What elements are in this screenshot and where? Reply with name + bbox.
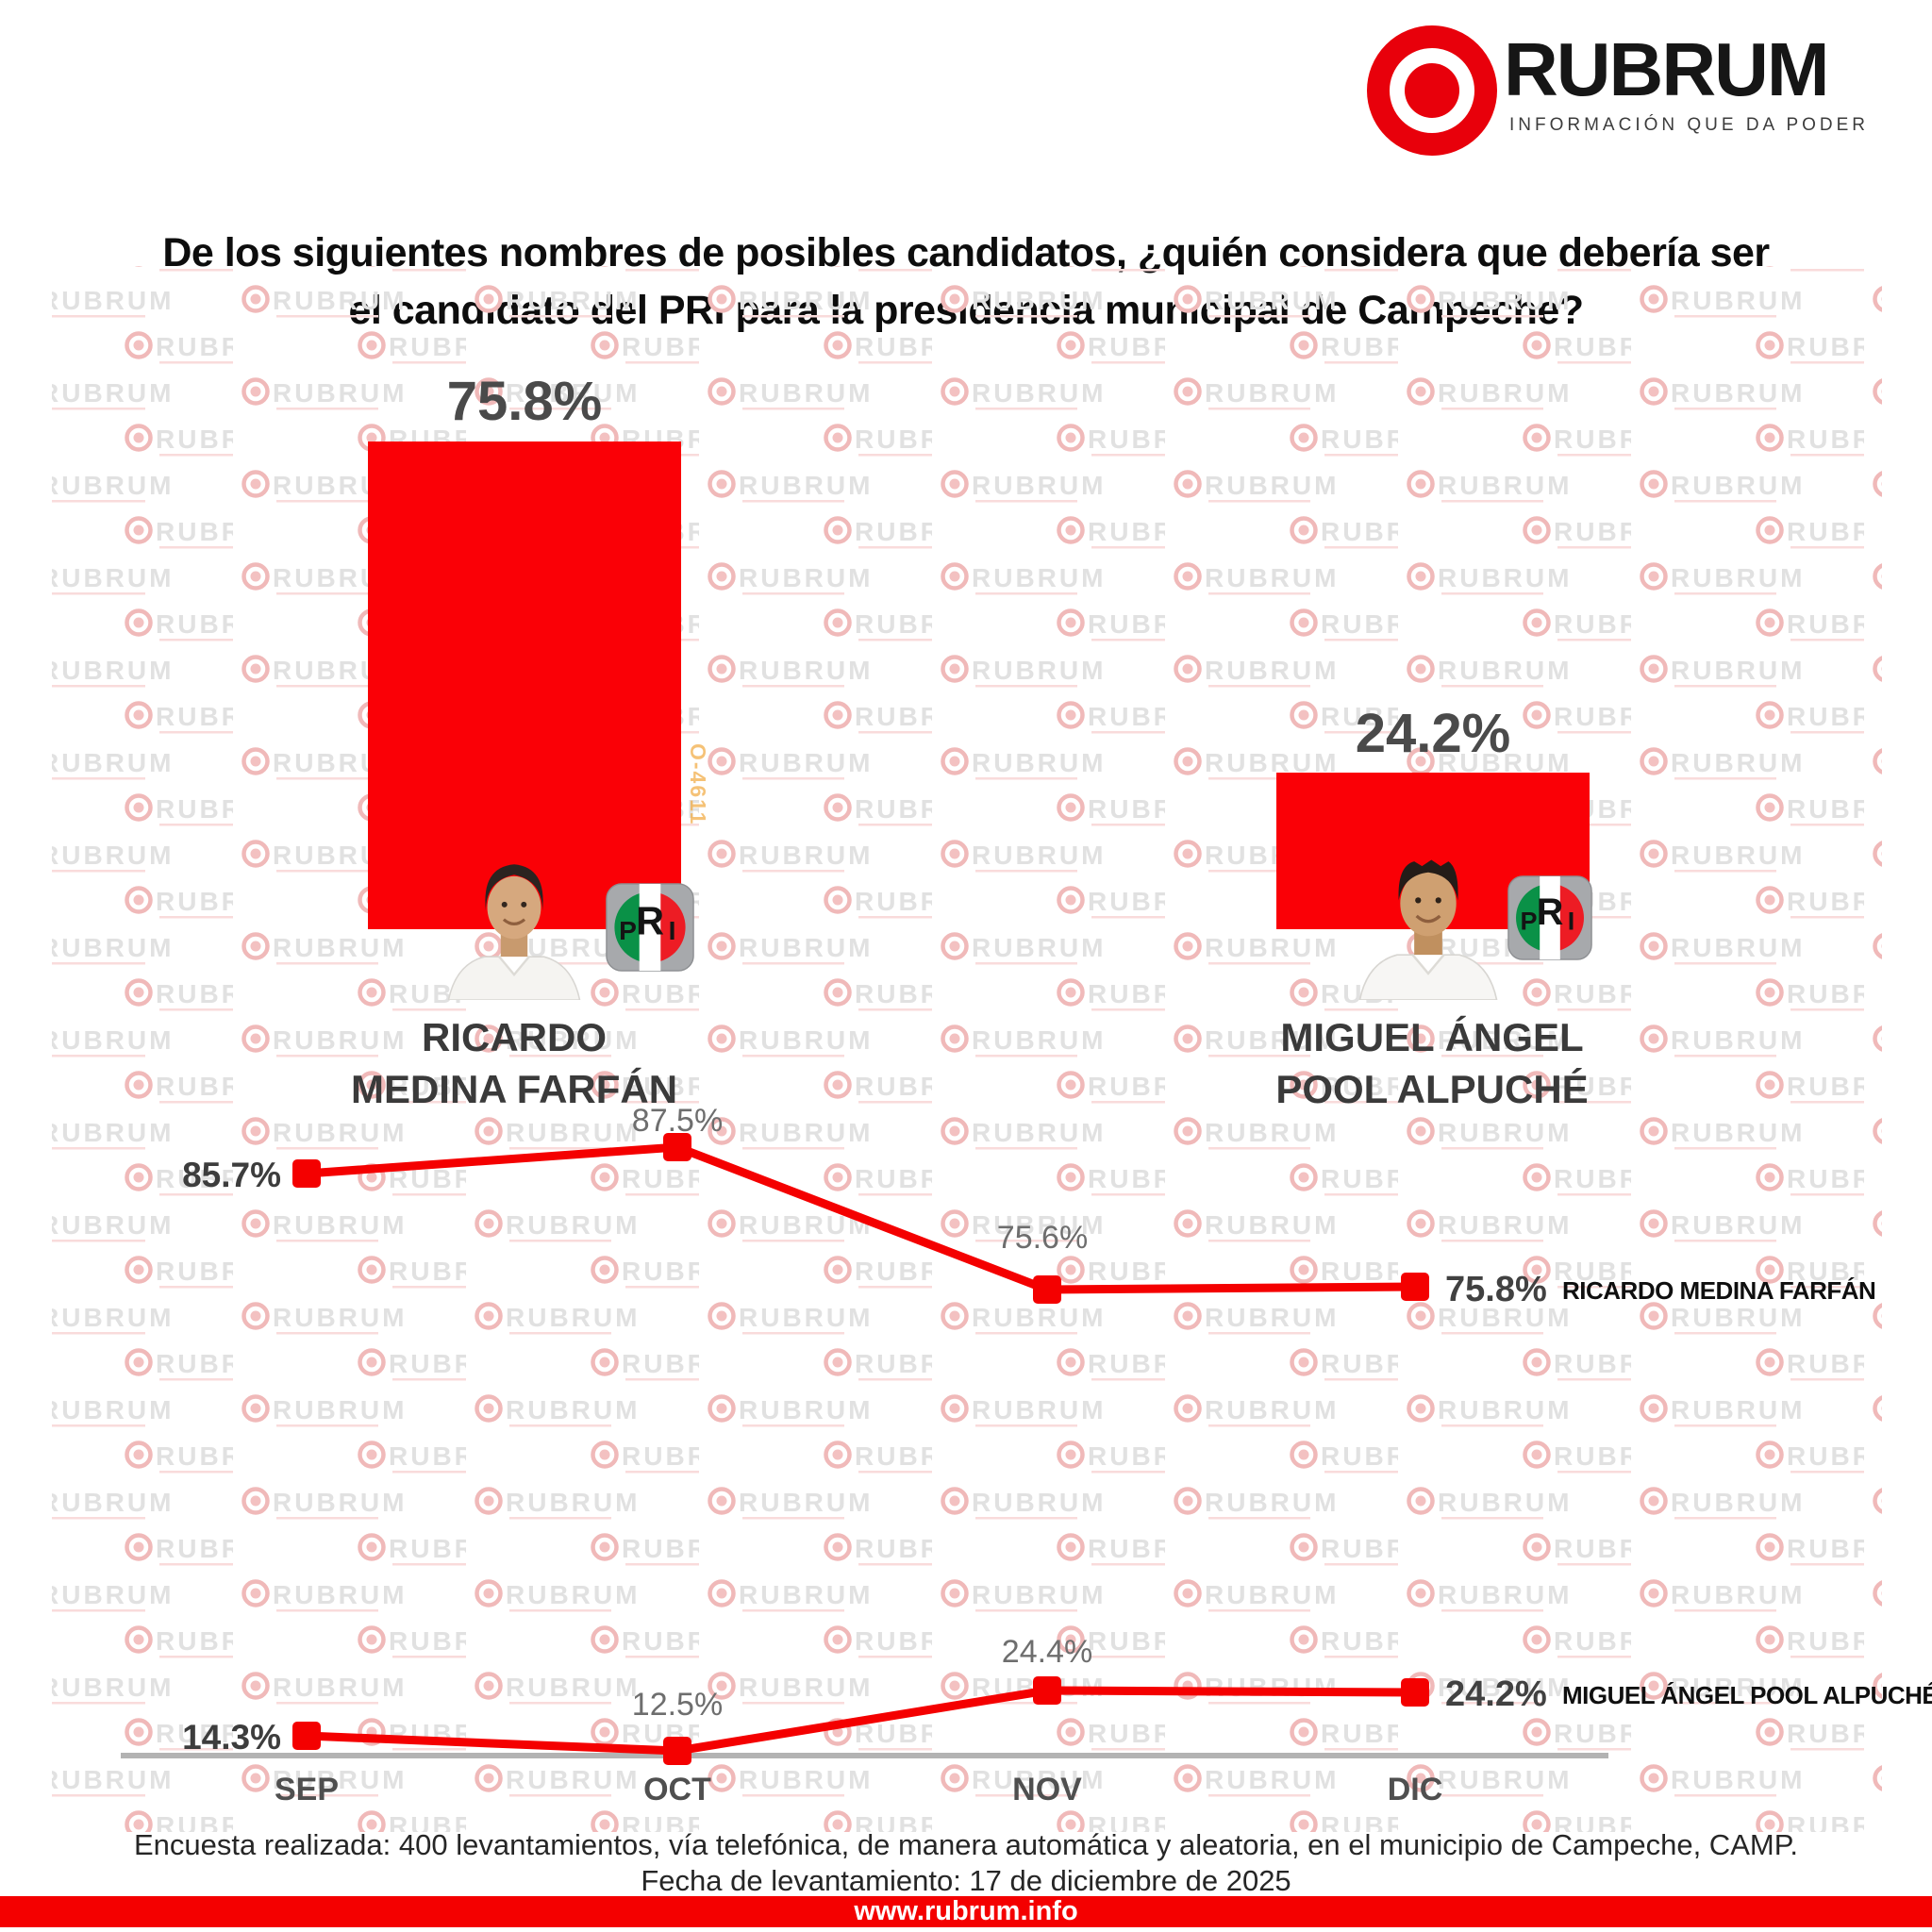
eye xyxy=(501,901,508,908)
bar-value-label-miguel: 24.2% xyxy=(1355,703,1511,764)
candidate-name-miguel: MIGUEL ÁNGEL POOL ALPUCHÉ xyxy=(1224,1011,1640,1116)
series-end-value: 24.2% xyxy=(1445,1674,1547,1714)
pri-letter-p: P xyxy=(1520,908,1537,936)
rubrum-logo-icon xyxy=(1367,25,1497,156)
footer-bar: www.rubrum.info xyxy=(0,1896,1932,1927)
data-point-marker xyxy=(1401,1678,1429,1707)
pri-letter-r: R xyxy=(1537,891,1564,933)
data-point-label: 85.7% xyxy=(182,1156,281,1194)
candidate-name-ricardo: RICARDO MEDINA FARFÁN xyxy=(307,1011,722,1116)
data-point-marker xyxy=(292,1159,321,1188)
data-point-marker xyxy=(1401,1273,1429,1301)
data-point-marker xyxy=(663,1133,691,1161)
eye xyxy=(521,901,527,908)
folio-watermark: O-4611 xyxy=(686,743,710,826)
candidate-photo-miguel xyxy=(1358,859,1498,1000)
pri-party-logo-icon: P R I xyxy=(606,883,694,972)
data-point-label: 75.6% xyxy=(997,1220,1088,1256)
logo-outer-ring xyxy=(1367,25,1497,156)
candidate-name-line2: MEDINA FARFÁN xyxy=(350,1067,678,1112)
bar-value-label-ricardo: 75.8% xyxy=(446,371,603,432)
data-point-marker xyxy=(1033,1676,1061,1705)
candidate-name-line1: RICARDO xyxy=(422,1015,607,1059)
x-axis-label-dic: DIC xyxy=(1388,1772,1443,1807)
pri-letter-r: R xyxy=(636,900,664,943)
face xyxy=(487,875,541,940)
series-legend-name: MIGUEL ÁNGEL POOL ALPUCHÉ xyxy=(1562,1681,1932,1709)
x-axis-label-nov: NOV xyxy=(1012,1772,1082,1807)
brand-name: RUBRUM xyxy=(1504,27,1830,111)
pri-letter-i: I xyxy=(669,915,676,945)
eye xyxy=(1435,897,1441,904)
pri-letter-i: I xyxy=(1568,908,1575,936)
pri-letter-p: P xyxy=(619,915,637,945)
line-series-ricardo xyxy=(306,1142,1416,1294)
website-link: www.rubrum.info xyxy=(854,1896,1078,1926)
data-point-label: 24.4% xyxy=(1002,1634,1092,1670)
series-end-value: 75.8% xyxy=(1445,1270,1547,1309)
logo-center-dot xyxy=(1405,63,1459,118)
eye xyxy=(1415,897,1422,904)
candidate-name-line1: MIGUEL ÁNGEL xyxy=(1280,1015,1584,1059)
candidate-photo-ricardo xyxy=(447,864,581,1000)
survey-question-line1: De los siguientes nombres de posibles ca… xyxy=(162,230,1770,275)
brand-tagline: INFORMACIÓN QUE DA PODER xyxy=(1509,115,1870,135)
x-axis-label-oct: OCT xyxy=(643,1772,711,1807)
methodology-note: Encuesta realizada: 400 levantamientos, … xyxy=(134,1828,1798,1861)
line-series-miguel xyxy=(306,1686,1416,1756)
survey-question-line2: el candidato del PRI para la presidencia… xyxy=(348,288,1584,334)
data-point-label: 12.5% xyxy=(632,1687,723,1723)
candidate-name-line2: POOL ALPUCHÉ xyxy=(1275,1067,1589,1112)
data-point-marker xyxy=(292,1722,321,1750)
series-legend-name: RICARDO MEDINA FARFÁN xyxy=(1562,1276,1875,1305)
data-point-marker xyxy=(663,1737,691,1765)
x-axis-label-sep: SEP xyxy=(275,1772,339,1807)
survey-question-title: De los siguientes nombres de posibles ca… xyxy=(0,225,1932,340)
fieldwork-date-note: Fecha de levantamiento: 17 de diciembre … xyxy=(641,1864,1291,1897)
pri-party-logo-icon: P R I xyxy=(1507,875,1592,960)
data-point-label: 14.3% xyxy=(182,1718,281,1757)
data-point-marker xyxy=(1033,1275,1061,1304)
